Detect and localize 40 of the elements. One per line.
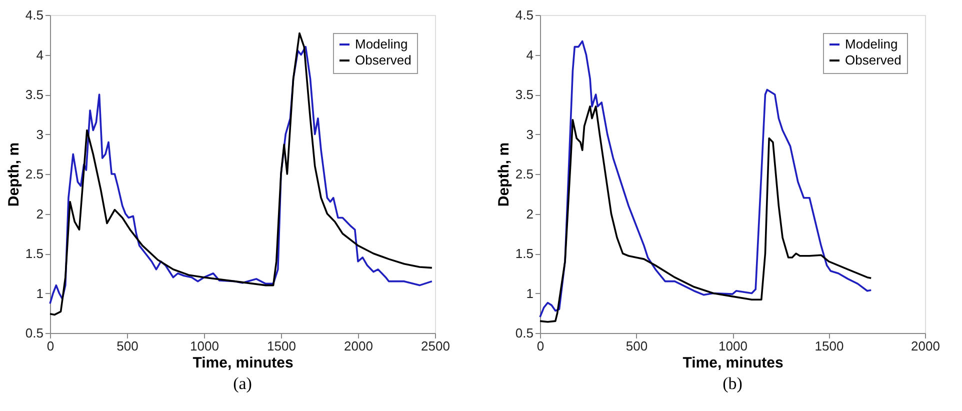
x-tick-label: 1000 (190, 338, 219, 354)
y-tick-label: 0.5 (25, 326, 44, 340)
y-tick-label: 3.5 (515, 87, 534, 102)
legend-label: Observed (845, 52, 902, 68)
y-tick-label: 2.5 (515, 166, 534, 182)
x-tick-label: 1000 (718, 338, 748, 354)
x-axis-title: Time, minutes (682, 354, 784, 372)
y-axis-title: Depth, m (5, 142, 22, 207)
text: (a) (233, 374, 252, 393)
x-tick-label: 0 (536, 338, 544, 354)
y-tick-label: 2 (36, 206, 44, 222)
x-tick-label: 2000 (344, 338, 373, 354)
legend-label: Observed (355, 52, 412, 68)
x-tick-label: 2000 (911, 338, 940, 354)
x-tick-label: 1500 (267, 338, 296, 354)
x-tick-label: 500 (626, 338, 648, 354)
y-tick-label: 1 (36, 286, 44, 301)
y-tick-label: 4.5 (25, 8, 44, 22)
y-tick-label: 2 (526, 206, 534, 222)
text: (b) (722, 374, 742, 393)
y-tick-label: 3.5 (25, 87, 44, 102)
y-tick-label: 4 (36, 47, 44, 62)
y-axis-title: Depth, m (495, 142, 512, 207)
y-tick-label: 1.5 (515, 246, 534, 261)
y-tick-label: 2.5 (25, 166, 44, 182)
legend-label: Modeling (845, 36, 898, 52)
y-tick-label: 4.5 (515, 8, 534, 22)
legend-label: Modeling (355, 36, 408, 52)
x-axis-title: Time, minutes (192, 354, 294, 372)
y-tick-label: 0.5 (515, 326, 534, 340)
y-tick-label: 3 (36, 126, 44, 142)
x-tick-label: 0 (46, 338, 54, 354)
line-series (539, 106, 872, 323)
y-tick-label: 1 (526, 286, 534, 301)
y-tick-label: 3 (526, 126, 534, 142)
y-tick-label: 1.5 (25, 246, 44, 261)
y-tick-label: 4 (526, 47, 534, 62)
x-tick-label: 1500 (814, 338, 844, 354)
x-tick-label: 500 (116, 338, 138, 354)
x-tick-label: 2500 (421, 338, 450, 354)
